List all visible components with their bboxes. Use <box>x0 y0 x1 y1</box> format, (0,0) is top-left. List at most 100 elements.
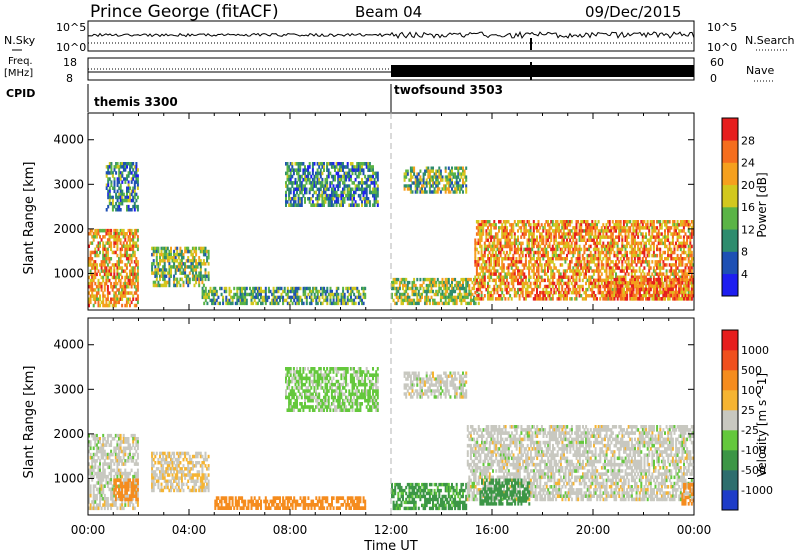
power-echo-cell-8 <box>619 281 622 285</box>
power-echo-cell-0 <box>125 257 128 261</box>
power-echo-cell-6 <box>457 175 460 179</box>
power-echo-cell-7 <box>493 247 496 252</box>
power-echo-cell-7 <box>616 235 619 239</box>
power-echo-cell-0 <box>113 272 116 277</box>
power-echo-cell-7 <box>645 223 647 227</box>
power-echo-cell-4 <box>332 187 335 192</box>
power-echo-cell-2 <box>155 274 158 278</box>
power-echo-cell-7 <box>675 272 677 276</box>
power-echo-cell-7 <box>526 290 529 295</box>
power-echo-cell-4 <box>297 193 300 198</box>
power-echo-cell-4 <box>349 174 352 179</box>
power-echo-cell-0 <box>122 228 125 233</box>
power-echo-cell-5 <box>403 298 406 303</box>
power-echo-cell-5 <box>454 301 457 306</box>
power-echo-cell-3 <box>201 295 204 300</box>
power-echo-cell-7 <box>659 250 662 255</box>
power-echo-cell-7 <box>548 244 551 249</box>
power-echo-cell-4 <box>313 203 316 207</box>
power-echo-cell-1 <box>130 165 133 169</box>
power-echo-cell-7 <box>586 260 589 264</box>
power-echo-cell-8 <box>643 290 646 295</box>
power-echo-cell-4 <box>289 177 292 182</box>
power-echo-cell-1 <box>119 177 122 181</box>
power-echo-cell-7 <box>621 253 624 258</box>
power-echo-cell-7 <box>559 247 562 252</box>
power-echo-cell-7 <box>600 244 603 249</box>
power-echo-cell-7 <box>687 294 690 298</box>
power-echo-cell-7 <box>548 284 551 289</box>
power-echo-cell-7 <box>602 290 605 295</box>
power-echo-cell-7 <box>610 235 613 239</box>
power-echo-cell-7 <box>635 241 638 246</box>
power-echo-cell-0 <box>111 288 114 292</box>
power-echo-cell-8 <box>619 290 622 295</box>
power-echo-cell-0 <box>102 275 105 280</box>
power-echo-cell-7 <box>561 238 564 242</box>
power-echo-cell-7 <box>646 247 649 252</box>
power-echo-cell-7 <box>581 278 584 283</box>
power-echo-cell-7 <box>474 250 477 255</box>
power-echo-cell-5 <box>460 286 463 291</box>
power-echo-cell-7 <box>521 232 524 236</box>
power-echo-cell-0 <box>125 272 128 277</box>
power-echo-cell-2 <box>201 274 204 278</box>
power-echo-cell-7 <box>498 220 500 224</box>
power-echo-cell-4 <box>357 168 360 172</box>
power-echo-cell-3 <box>256 301 259 306</box>
power-echo-cell-7 <box>583 250 586 255</box>
power-echo-cell-4 <box>297 177 300 182</box>
power-echo-cell-0 <box>94 266 97 270</box>
power-echo-cell-7 <box>490 257 493 261</box>
power-echo-cell-2 <box>193 249 196 254</box>
power-echo-cell-0 <box>127 275 130 280</box>
power-echo-cell-3 <box>239 292 242 297</box>
power-echo-cell-7 <box>475 247 478 252</box>
power-echo-cell-4 <box>321 177 324 182</box>
power-echo-cell-7 <box>485 220 488 224</box>
power-echo-cell-7 <box>660 232 663 236</box>
power-echo-cell-7 <box>509 232 512 236</box>
power-echo-cell-7 <box>477 223 480 227</box>
power-echo-cell-4 <box>288 190 291 195</box>
power-echo-cell-5 <box>457 283 460 288</box>
power-echo-cell-7 <box>592 260 595 264</box>
power-echo-cell-7 <box>496 253 499 258</box>
power-echo-cell-0 <box>135 272 138 277</box>
power-echo-cell-1 <box>116 165 119 169</box>
power-echo-cell-1 <box>126 165 128 169</box>
power-echo-cell-4 <box>332 177 335 182</box>
power-echo-cell-7 <box>561 294 564 298</box>
power-echo-cell-4 <box>353 197 355 201</box>
power-echo-cell-0 <box>97 291 100 295</box>
power-echo-cell-7 <box>543 284 546 289</box>
power-echo-cell-7 <box>641 220 644 224</box>
power-echo-cell-7 <box>523 226 526 230</box>
power-echo-cell-4 <box>291 181 294 185</box>
power-echo-cell-7 <box>564 275 567 279</box>
power-echo-cell-1 <box>133 165 136 169</box>
power-echo-cell-7 <box>559 263 562 267</box>
power-echo-cell-7 <box>637 247 640 252</box>
power-echo-cell-6 <box>416 172 419 176</box>
power-echo-cell-0 <box>106 250 109 255</box>
power-echo-cell-3 <box>290 289 292 294</box>
power-echo-cell-7 <box>559 272 562 276</box>
power-echo-cell-2 <box>159 268 161 272</box>
power-echo-cell-4 <box>318 193 321 198</box>
power-echo-cell-0 <box>110 232 113 236</box>
power-echo-cell-0 <box>106 269 109 273</box>
power-echo-cell-7 <box>637 223 640 227</box>
power-echo-cell-7 <box>641 257 644 261</box>
power-echo-cell-7 <box>643 250 646 255</box>
power-echo-cell-4 <box>299 177 302 182</box>
power-echo-cell-7 <box>504 297 507 301</box>
power-echo-cell-7 <box>621 247 624 252</box>
power-echo-cell-0 <box>136 269 139 273</box>
power-echo-cell-0 <box>136 266 139 270</box>
power-echo-cell-4 <box>299 197 302 201</box>
power-echo-cell-5 <box>444 283 447 288</box>
power-echo-cell-7 <box>607 247 610 252</box>
power-echo-cell-7 <box>597 263 600 267</box>
